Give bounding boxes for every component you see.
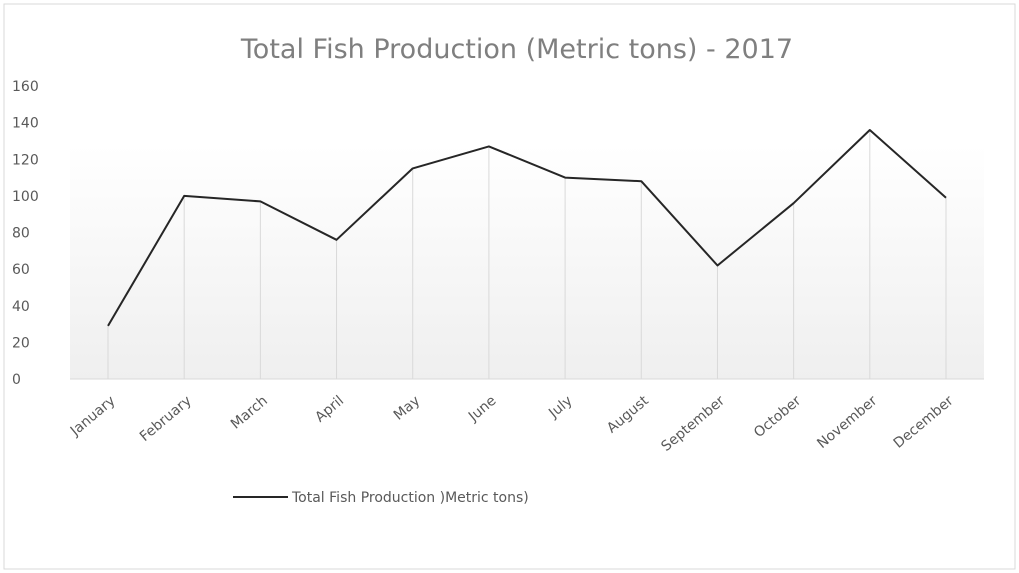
series-line: [107, 129, 947, 327]
y-tick-label: 0: [12, 372, 21, 388]
series-group: [107, 129, 947, 327]
legend-label: Total Fish Production )Metric tons): [291, 490, 529, 506]
y-tick-label: 160: [12, 79, 39, 95]
y-tick-label: 80: [12, 226, 30, 242]
y-tick-label: 20: [12, 335, 30, 351]
plot-area: [70, 145, 984, 379]
y-axis: 0 20 40 60 80 100 120 140 160: [12, 79, 39, 388]
y-tick-label: 120: [12, 152, 39, 168]
legend: Total Fish Production )Metric tons): [233, 490, 529, 506]
y-tick-label: 40: [12, 299, 30, 315]
y-tick-label: 140: [12, 116, 39, 132]
y-tick-label: 100: [12, 189, 39, 205]
chart-title: Total Fish Production (Metric tons) - 20…: [240, 34, 793, 65]
y-tick-label: 60: [12, 262, 30, 278]
drop-lines: [107, 129, 947, 379]
